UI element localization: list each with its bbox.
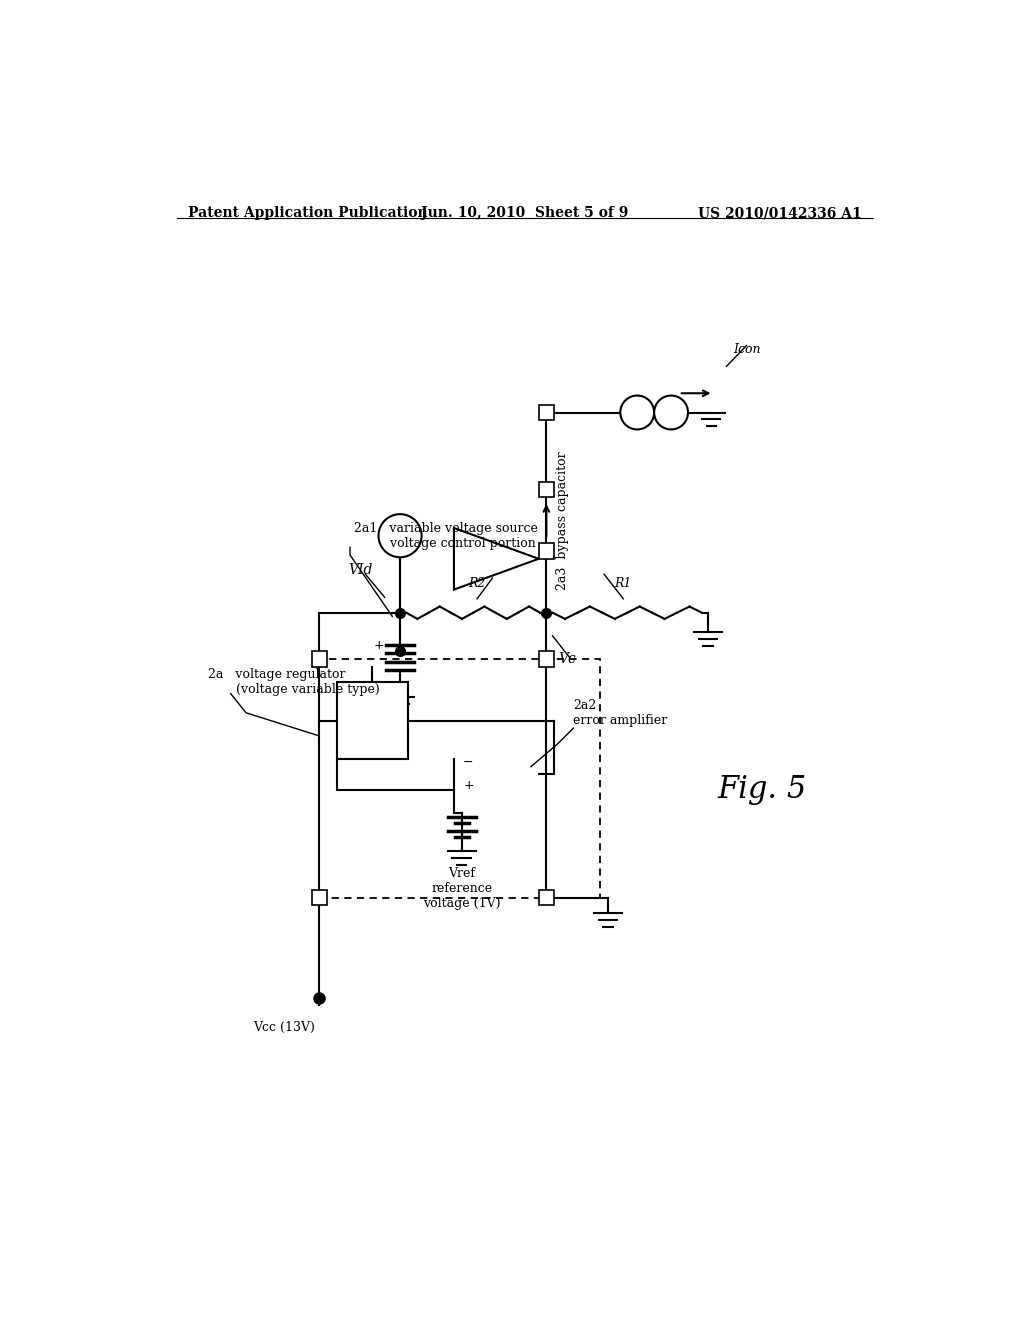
Text: +: + [373,639,384,652]
Bar [311,651,327,667]
Text: R1: R1 [614,577,632,590]
Bar [319,659,600,898]
Text: −: − [463,756,474,770]
Text: Jun. 10, 2010  Sheet 5 of 9: Jun. 10, 2010 Sheet 5 of 9 [421,206,629,220]
Circle shape [621,396,654,429]
Text: 2a2
error amplifier: 2a2 error amplifier [573,698,668,727]
Text: VId: VId [349,564,373,577]
Text: Icon: Icon [733,343,760,356]
Bar [539,544,554,558]
Text: 2a3  bypass capacitor: 2a3 bypass capacitor [556,451,568,590]
Text: 2a   voltage regulator
       (voltage variable type): 2a voltage regulator (voltage variable t… [208,668,379,696]
Circle shape [379,515,422,557]
Bar [539,890,554,906]
Text: Patent Application Publication: Patent Application Publication [188,206,428,220]
Text: US 2010/0142336 A1: US 2010/0142336 A1 [698,206,862,220]
Text: R2: R2 [468,577,485,590]
Text: Vref
reference
voltage (1V): Vref reference voltage (1V) [423,867,501,909]
Bar [539,482,554,498]
Bar [337,682,408,759]
Bar [539,405,554,420]
Circle shape [654,396,688,429]
Text: Fig. 5: Fig. 5 [718,775,807,805]
Bar [539,651,554,667]
Polygon shape [454,528,539,590]
Text: +: + [463,779,474,792]
Text: 2a1   variable voltage source
         voltage control portion: 2a1 variable voltage source voltage cont… [354,521,538,549]
Text: Vcc (13V): Vcc (13V) [254,1020,315,1034]
Text: Vc: Vc [558,652,575,665]
Bar [311,890,327,906]
